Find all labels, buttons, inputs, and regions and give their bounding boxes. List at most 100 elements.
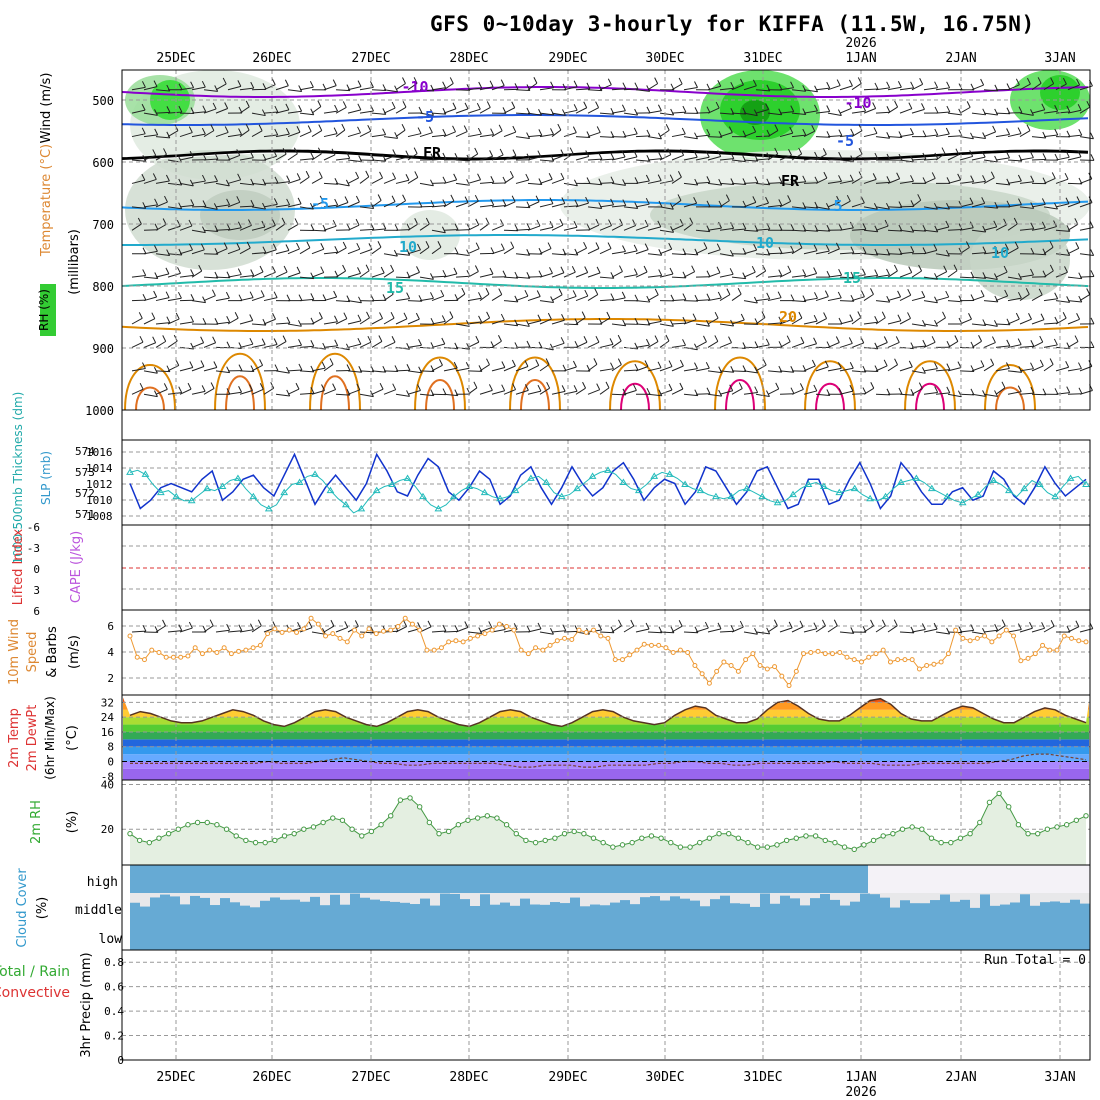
contour-hot-loop bbox=[620, 382, 650, 411]
wind-barb-flag bbox=[213, 203, 218, 210]
wind-barb-flag bbox=[1026, 124, 1031, 131]
wind-barb-flag bbox=[622, 245, 626, 252]
wind-barb bbox=[143, 276, 158, 279]
wind-barb bbox=[767, 625, 778, 633]
wind-barb bbox=[1067, 109, 1082, 114]
wind-barb-flag bbox=[214, 152, 219, 160]
wind-barb-flag bbox=[765, 196, 769, 204]
thickness-marker bbox=[280, 488, 289, 496]
wind-barb bbox=[563, 253, 578, 256]
wind-speed-marker bbox=[938, 659, 944, 665]
wind-speed-marker bbox=[373, 631, 379, 637]
wind-barb bbox=[251, 182, 266, 186]
wind-barb bbox=[335, 318, 348, 325]
wind-barb bbox=[203, 180, 218, 184]
lifted-tick: 6 bbox=[33, 605, 40, 618]
wind-barb bbox=[455, 229, 470, 231]
rh-marker bbox=[175, 826, 181, 832]
wind-barb-flag bbox=[258, 124, 263, 131]
wind-barb-flag bbox=[823, 312, 828, 319]
wind-barb-flag bbox=[943, 265, 948, 272]
cloud-mid-column bbox=[190, 895, 200, 923]
wind-barb-flag bbox=[874, 269, 879, 276]
wind-barb-flag bbox=[285, 103, 290, 111]
wind-barb-flag bbox=[860, 196, 865, 204]
wind-barb bbox=[479, 293, 490, 301]
wind-barb-flag bbox=[858, 147, 863, 155]
wind-barb bbox=[1007, 159, 1022, 162]
wind-speed-marker bbox=[793, 668, 799, 674]
wind-barb-flag bbox=[969, 197, 974, 204]
wind-barb-flag bbox=[329, 358, 334, 365]
wind-barb-flag bbox=[921, 623, 926, 630]
cloud-mid-column bbox=[610, 902, 620, 923]
wind-barb bbox=[179, 388, 192, 395]
wind-speed-marker bbox=[475, 633, 481, 639]
wind-barb bbox=[359, 370, 374, 373]
day-label: 25DEC bbox=[156, 51, 195, 66]
wind-barb bbox=[335, 247, 347, 255]
rh-marker bbox=[407, 795, 413, 801]
wind-barb bbox=[551, 178, 565, 184]
cloud-mid-column bbox=[890, 907, 900, 923]
wind-barb bbox=[155, 370, 170, 373]
wind-barb-flag bbox=[1026, 77, 1031, 85]
cloud-mid-column bbox=[500, 902, 510, 923]
wind-barb-flag bbox=[908, 360, 913, 368]
wind-barb-flag bbox=[1078, 272, 1083, 279]
wind-barb bbox=[155, 180, 170, 184]
wind-barb bbox=[551, 253, 566, 256]
wind-barb-flag bbox=[598, 623, 603, 631]
thickness-marker bbox=[465, 482, 474, 490]
wind-barb-flag bbox=[861, 290, 865, 297]
wind-barb-flag bbox=[538, 341, 543, 349]
wind-barb bbox=[551, 630, 566, 633]
wind-barb bbox=[851, 130, 863, 138]
rh-marker bbox=[1073, 817, 1080, 823]
wind-barb bbox=[431, 182, 446, 184]
wind-barb-flag bbox=[678, 77, 683, 85]
wind-barb bbox=[839, 252, 854, 255]
cloud-mid-column bbox=[820, 893, 830, 923]
wind-barb bbox=[527, 82, 538, 91]
wind-barb-flag bbox=[377, 194, 382, 201]
wind-barb bbox=[671, 322, 686, 325]
wind-barb bbox=[791, 317, 803, 325]
cloud-mid-column bbox=[1000, 904, 1010, 923]
wind-barb-flag bbox=[814, 176, 819, 184]
precip-tick: 0.4 bbox=[104, 1005, 124, 1018]
wind-barb bbox=[863, 88, 878, 91]
wind-speed-marker bbox=[272, 626, 278, 632]
wind-barb-flag bbox=[934, 128, 939, 136]
rh-marker bbox=[590, 835, 597, 841]
wind-barb bbox=[611, 205, 626, 208]
wind-barb bbox=[455, 202, 469, 208]
rh-marker bbox=[639, 835, 645, 841]
wind-barb bbox=[431, 229, 446, 234]
wind-barb bbox=[839, 107, 852, 114]
rh-marker bbox=[252, 839, 259, 846]
wind-barb-flag bbox=[694, 132, 698, 139]
wind-barb-flag bbox=[202, 105, 207, 112]
wind-barb-flag bbox=[273, 150, 278, 157]
wind-barb-flag bbox=[838, 223, 843, 231]
wind-barb bbox=[779, 627, 793, 633]
rh-marker bbox=[706, 835, 713, 841]
cloud-mid-column bbox=[870, 894, 880, 923]
wind-barb bbox=[527, 390, 542, 395]
wind-barb bbox=[587, 182, 602, 186]
wind-barb bbox=[155, 136, 170, 139]
rh-marker bbox=[243, 837, 249, 844]
wind-barb-flag bbox=[945, 220, 950, 228]
wind-barb bbox=[827, 274, 842, 278]
wind-barb bbox=[659, 229, 674, 233]
wind-barb bbox=[479, 181, 494, 184]
wind-speed-marker bbox=[453, 638, 459, 644]
wind-speed-marker bbox=[656, 642, 662, 648]
wind-barb-flag bbox=[249, 314, 254, 321]
wind-barb-flag bbox=[766, 292, 771, 300]
wind-barb bbox=[191, 111, 206, 114]
wind-barb bbox=[467, 631, 482, 634]
wind-barb bbox=[1043, 110, 1058, 114]
wind-barb bbox=[167, 630, 182, 633]
